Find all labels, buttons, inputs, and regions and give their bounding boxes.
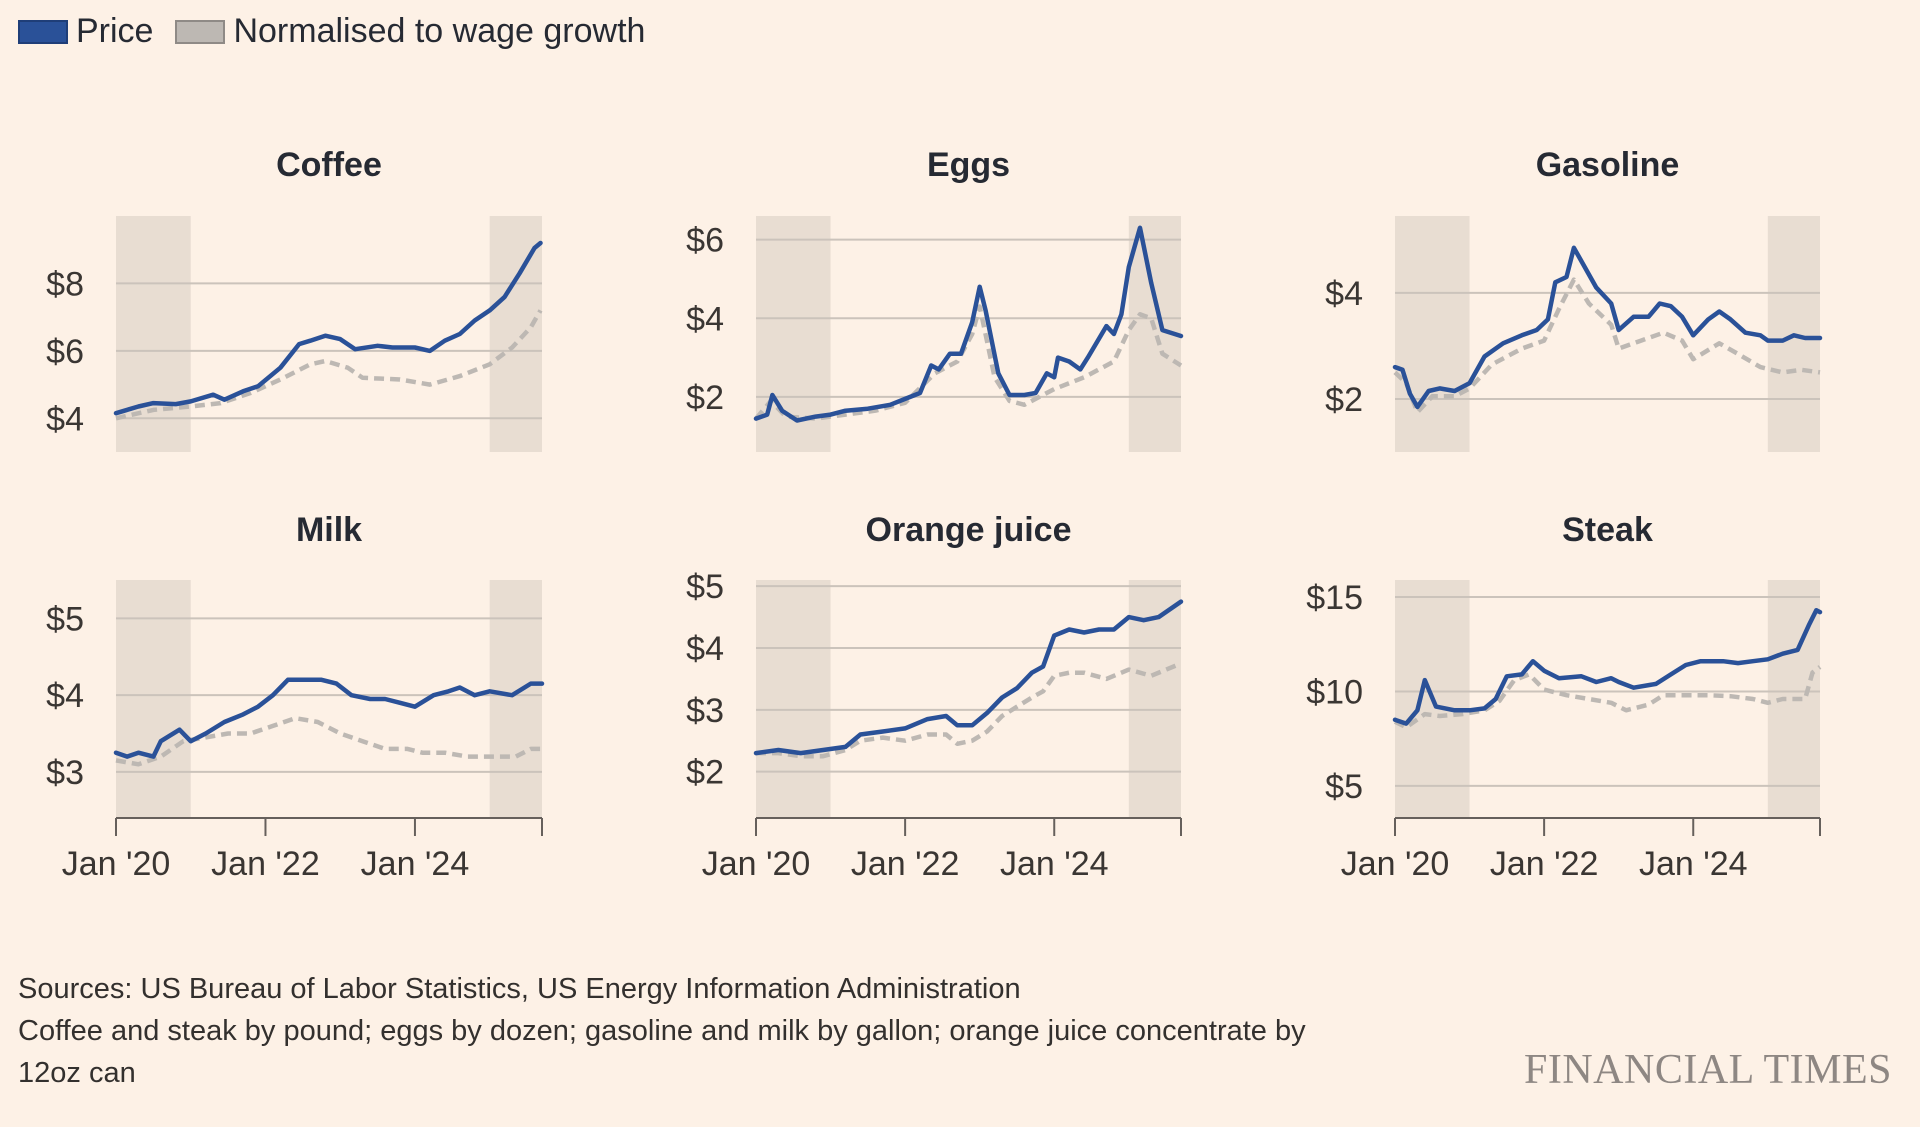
x-tick-label: Jan '20	[1341, 845, 1450, 883]
chart-title-steak: Steak	[1562, 511, 1653, 549]
chart-title-coffee: Coffee	[276, 146, 382, 184]
chart-title-gasoline: Gasoline	[1536, 146, 1680, 184]
series-price-line	[1392, 245, 1823, 410]
chart-steak: Steak $5 $10 $15 Jan '20 Jan '22 Jan '24	[1306, 511, 1823, 883]
y-tick-label: $2	[686, 379, 724, 417]
shaded-period-1	[756, 580, 831, 818]
y-tick-label: $2	[1325, 381, 1363, 419]
series-wage-line	[1393, 665, 1822, 730]
legend-item-wage: Normalised to wage growth	[175, 12, 645, 51]
y-tick-label: $4	[686, 630, 724, 668]
y-tick-label: $4	[46, 400, 84, 438]
y-tick-label: $4	[46, 677, 84, 715]
x-tick-label: Jan '22	[1490, 845, 1599, 883]
chart-orange-juice: Orange juice $2 $3 $4 $5 Jan '20 Jan '22 Jan '2…	[686, 511, 1184, 883]
legend-label-wage: Normalised to wage growth	[233, 12, 646, 50]
y-tick-label: $6	[686, 222, 724, 260]
shaded-period-1	[1395, 216, 1470, 452]
x-tick-label: Jan '22	[851, 845, 960, 883]
y-tick-label: $5	[686, 568, 724, 606]
legend: Price Normalised to wage growth	[18, 12, 645, 51]
series-wage-line	[754, 304, 1183, 421]
shaded-period-2	[489, 580, 542, 818]
y-tick-label: $2	[686, 754, 724, 792]
y-tick-label: $5	[1325, 768, 1363, 806]
series-price-line	[753, 225, 1184, 423]
units-note-continued: 12oz can	[18, 1057, 136, 1089]
chart-title-orange-juice: Orange juice	[866, 511, 1072, 549]
series-price-line	[1392, 607, 1823, 726]
ft-logo: FINANCIAL TIMES	[1523, 1047, 1892, 1093]
y-tick-label: $15	[1306, 579, 1363, 617]
price-swatch	[18, 19, 68, 44]
series-price-line	[113, 677, 545, 759]
series-price-line	[113, 240, 543, 416]
y-tick-label: $3	[46, 754, 84, 792]
legend-item-price: Price	[18, 12, 153, 51]
chart-milk: Milk $3 $4 $5 Jan '20 Jan '22 Jan '24	[46, 511, 545, 883]
x-tick-label: Jan '22	[211, 845, 320, 883]
y-tick-label: $3	[686, 692, 724, 730]
sources-line: Sources: US Bureau of Labor Statistics, …	[18, 973, 1021, 1005]
chart-coffee: Coffee $4 $6 $8	[46, 146, 543, 452]
chart-title-eggs: Eggs	[927, 146, 1010, 184]
x-tick-label: Jan '24	[1639, 845, 1748, 883]
legend-label-price: Price	[76, 12, 154, 50]
chart-eggs: Eggs $2 $4 $6	[686, 146, 1184, 452]
series-wage-line	[115, 309, 543, 421]
y-tick-label: $10	[1306, 673, 1363, 711]
shaded-period-1	[116, 580, 191, 818]
y-tick-label: $5	[46, 600, 84, 638]
series-price-line	[753, 599, 1184, 756]
x-tick-label: Jan '20	[702, 845, 811, 883]
series-wage-line	[1393, 277, 1821, 415]
x-tick-label: Jan '24	[361, 845, 470, 883]
x-tick-label: Jan '24	[1000, 845, 1109, 883]
units-note: Coffee and steak by pound; eggs by dozen…	[18, 1015, 1306, 1047]
shaded-period-1	[116, 216, 191, 452]
chart-gasoline: Gasoline $2 $4	[1325, 146, 1823, 452]
y-tick-label: $8	[46, 265, 84, 303]
shaded-period-2	[489, 216, 542, 452]
y-tick-label: $4	[686, 300, 724, 338]
y-tick-label: $6	[46, 333, 84, 371]
wage-swatch	[175, 19, 226, 44]
y-tick-label: $4	[1325, 275, 1363, 313]
chart-title-milk: Milk	[296, 511, 362, 549]
x-tick-label: Jan '20	[62, 845, 171, 883]
